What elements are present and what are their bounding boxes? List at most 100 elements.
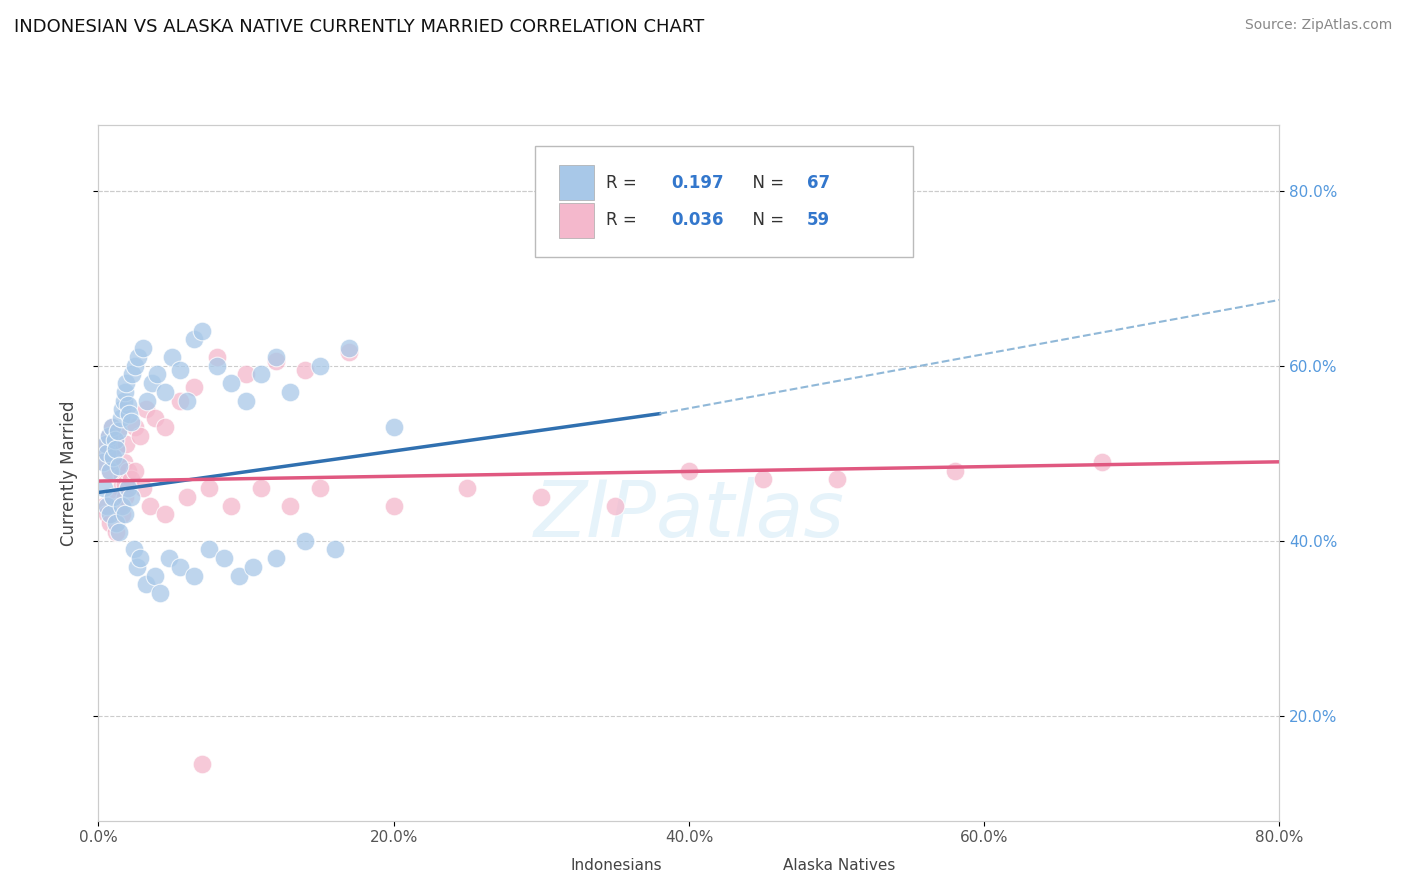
Point xyxy=(124,359,146,373)
Point xyxy=(162,350,183,364)
FancyBboxPatch shape xyxy=(536,145,914,257)
Point xyxy=(205,350,228,364)
Point xyxy=(235,393,257,408)
Bar xyxy=(523,848,560,883)
Text: R =: R = xyxy=(606,211,648,229)
Text: 59: 59 xyxy=(807,211,830,229)
Point xyxy=(98,464,121,478)
Point xyxy=(124,419,146,434)
Point xyxy=(96,446,118,460)
Point xyxy=(146,368,169,382)
Point xyxy=(191,756,214,771)
Point xyxy=(157,551,180,566)
Point xyxy=(264,354,287,368)
Point xyxy=(107,424,129,438)
Text: INDONESIAN VS ALASKA NATIVE CURRENTLY MARRIED CORRELATION CHART: INDONESIAN VS ALASKA NATIVE CURRENTLY MA… xyxy=(14,18,704,36)
Point xyxy=(149,586,172,600)
Point xyxy=(107,424,129,438)
Point xyxy=(105,524,128,539)
Point xyxy=(96,446,118,460)
Point xyxy=(143,411,166,425)
Point xyxy=(250,481,273,495)
Text: 0.197: 0.197 xyxy=(671,174,724,192)
Point xyxy=(141,376,163,390)
Point xyxy=(132,481,155,495)
Text: ZIPatlas: ZIPatlas xyxy=(533,476,845,552)
Point xyxy=(115,437,138,451)
Point xyxy=(309,481,332,495)
Point xyxy=(139,499,162,513)
Point xyxy=(120,490,142,504)
Point xyxy=(120,472,142,486)
Point xyxy=(118,407,141,421)
Point xyxy=(103,450,125,465)
Point xyxy=(339,345,360,359)
Point xyxy=(278,499,302,513)
Point xyxy=(93,481,115,495)
Point xyxy=(339,341,360,355)
Point xyxy=(309,359,332,373)
Point xyxy=(191,324,214,338)
Point xyxy=(108,524,131,539)
Point xyxy=(100,419,122,434)
Point xyxy=(264,350,287,364)
Point xyxy=(120,416,142,430)
Point xyxy=(104,433,127,447)
Point xyxy=(98,516,121,530)
Point xyxy=(128,428,150,442)
Point xyxy=(96,508,118,522)
Point xyxy=(100,419,122,434)
Point xyxy=(108,459,131,474)
Point xyxy=(104,433,127,447)
Point xyxy=(121,368,143,382)
Point xyxy=(91,455,114,469)
Point xyxy=(294,533,316,548)
Point xyxy=(111,499,134,513)
Point xyxy=(115,376,138,390)
Point xyxy=(169,393,191,408)
Point xyxy=(114,384,136,399)
Point xyxy=(96,499,118,513)
Point xyxy=(135,402,157,417)
Text: R =: R = xyxy=(606,174,648,192)
Point xyxy=(105,442,128,456)
Point xyxy=(108,499,131,513)
Point xyxy=(98,508,121,522)
Point xyxy=(111,508,134,522)
Point xyxy=(110,481,132,495)
Point xyxy=(114,490,136,504)
Point xyxy=(153,419,176,434)
Point xyxy=(678,464,700,478)
Point xyxy=(183,568,205,582)
Text: Alaska Natives: Alaska Natives xyxy=(783,858,896,873)
Point xyxy=(103,490,125,504)
Point xyxy=(124,464,146,478)
Text: 67: 67 xyxy=(807,174,830,192)
Point xyxy=(605,499,627,513)
Point xyxy=(117,398,139,412)
Point xyxy=(117,481,139,495)
Point xyxy=(135,577,157,591)
Bar xyxy=(737,848,772,883)
Point xyxy=(127,350,149,364)
Point xyxy=(91,455,114,469)
Point xyxy=(128,551,150,566)
Point xyxy=(98,464,121,478)
Text: N =: N = xyxy=(742,211,789,229)
Point xyxy=(105,442,128,456)
Point xyxy=(110,411,132,425)
Point xyxy=(323,542,346,557)
Point xyxy=(153,508,176,522)
Point xyxy=(169,559,191,574)
Text: Source: ZipAtlas.com: Source: ZipAtlas.com xyxy=(1244,18,1392,32)
Point xyxy=(114,508,136,522)
Point xyxy=(235,368,257,382)
Point xyxy=(198,542,221,557)
Point xyxy=(103,490,125,504)
Point xyxy=(264,551,287,566)
Point xyxy=(382,499,405,513)
Point xyxy=(1091,455,1114,469)
Point xyxy=(751,472,773,486)
Point xyxy=(94,437,117,451)
Point xyxy=(153,384,176,399)
